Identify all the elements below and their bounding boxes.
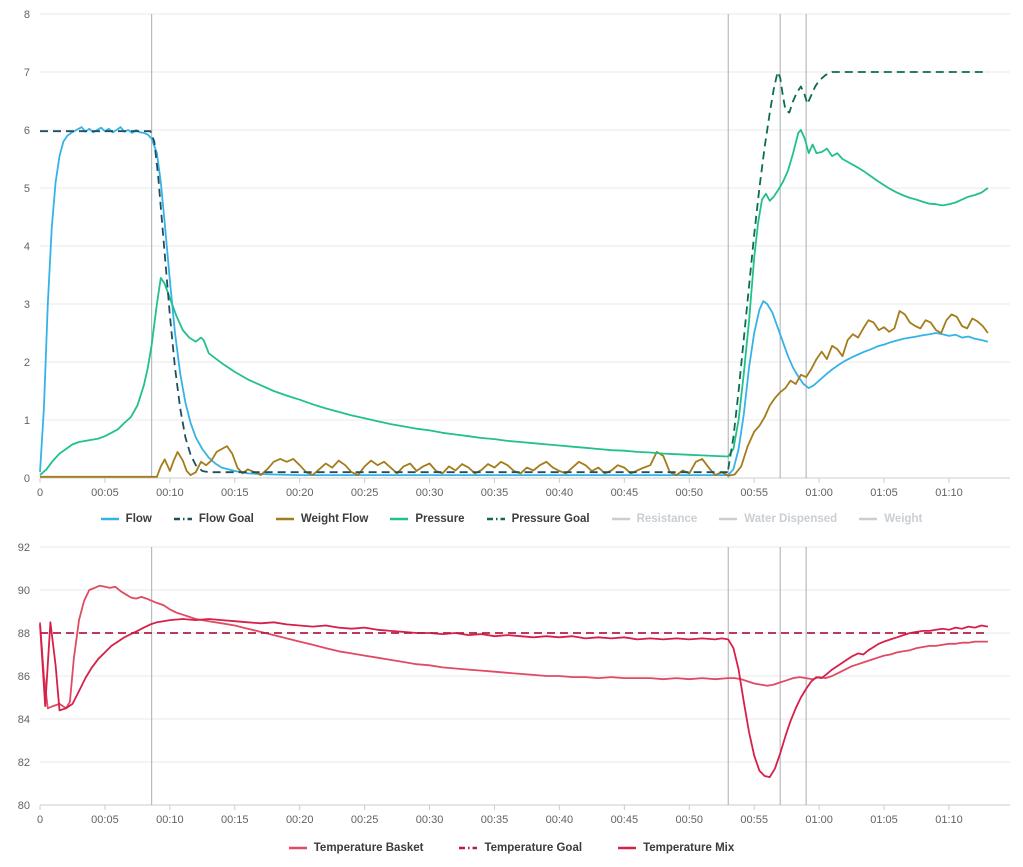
pressure-flow-plot: 0 1 2 3 4 5 6 7 8 0 00:05 00:10 00:15 00:20 00:25 00:30…	[24, 9, 1010, 499]
legend-item-pressure-goal[interactable]: Pressure Goal	[486, 513, 590, 525]
legend-swatch-pressure-goal-icon	[486, 517, 505, 521]
x-tick-label: 00:25	[351, 814, 379, 826]
y-tick-label: 2	[24, 357, 30, 369]
y-tick-label: 88	[18, 628, 30, 640]
legend-swatch-temperature-basket-icon	[288, 846, 307, 849]
x-tick-label: 00:50	[675, 814, 703, 826]
legend-label: Temperature Goal	[484, 841, 583, 854]
weight-flow-line	[40, 310, 989, 478]
x-tick-label: 00:40	[546, 814, 574, 826]
legend-swatch-weight-flow-icon	[275, 517, 294, 521]
legend-swatch-temperature-mix-icon	[618, 846, 637, 849]
temperature-basket-line	[39, 584, 988, 710]
legend-item-resistance[interactable]: Resistance	[611, 513, 698, 525]
legend-item-temperature-mix[interactable]: Temperature Mix	[618, 842, 734, 854]
x-tick-label: 0	[37, 814, 43, 826]
y-tick-label: 8	[24, 9, 30, 21]
x-tick-label: 00:25	[351, 487, 379, 499]
x-tick-label: 00:05	[91, 487, 119, 499]
legend-label: Flow Goal	[198, 513, 254, 525]
legend-item-flow-goal[interactable]: Flow Goal	[173, 513, 254, 525]
x-tick-label: 00:15	[221, 814, 249, 826]
y-tick-label: 7	[24, 67, 30, 79]
legend-label: Resistance	[636, 513, 698, 525]
legend-item-water-dispensed[interactable]: Water Dispensed	[719, 513, 837, 525]
legend-item-pressure[interactable]: Pressure	[390, 513, 465, 525]
pressure-flow-chart: 0 1 2 3 4 5 6 7 8 0 00:05 00:10 00:15 00:20 00:25 00:30…	[24, 9, 1010, 499]
legend-label: Temperature Basket	[313, 841, 424, 854]
pressure-line	[39, 129, 989, 476]
legend-label: Pressure	[415, 513, 465, 525]
x-tick-label: 01:10	[935, 487, 963, 499]
legend-label: Pressure Goal	[511, 513, 590, 525]
y-tick-label: 4	[24, 241, 30, 253]
legend-swatch-pressure-icon	[390, 517, 409, 521]
x-tick-label: 01:05	[870, 814, 898, 826]
x-tick-label: 00:30	[416, 487, 444, 499]
x-tick-label: 0	[37, 487, 43, 499]
legend-swatch-temperature-goal-icon	[459, 846, 478, 849]
temperature-chart: 80 82 84 86 88 90 92 0 00:05 00:10 00:15 00:20 00:25…	[0, 538, 1023, 828]
x-tick-label: 00:10	[156, 487, 184, 499]
y-tick-label: 5	[24, 183, 30, 195]
x-tick-label: 01:05	[870, 487, 898, 499]
legend-item-weight-flow[interactable]: Weight Flow	[275, 513, 369, 525]
y-tick-label: 3	[24, 299, 30, 311]
x-tick-label: 00:45	[611, 487, 639, 499]
x-tick-label: 01:00	[805, 487, 833, 499]
legend-swatch-flow-icon	[100, 517, 119, 521]
y-tick-label: 92	[18, 542, 30, 554]
pressure-flow-legend: Flow Flow Goal Weight Flow Pressure Pressure…	[0, 500, 1023, 538]
legend-item-weight[interactable]: Weight	[859, 513, 922, 525]
temperature-mix-line	[39, 618, 989, 779]
x-tick-label: 00:35	[481, 487, 509, 499]
y-tick-label: 84	[18, 714, 30, 726]
x-tick-label: 00:40	[546, 487, 574, 499]
x-tick-label: 00:15	[221, 487, 249, 499]
x-tick-label: 00:10	[156, 814, 184, 826]
x-tick-label: 01:10	[935, 814, 963, 826]
legend-item-flow[interactable]: Flow	[100, 513, 152, 525]
x-tick-label: 00:30	[416, 814, 444, 826]
y-tick-label: 1	[24, 415, 30, 427]
x-tick-label: 01:00	[805, 814, 833, 826]
y-tick-label: 0	[24, 473, 30, 485]
x-tick-label: 00:35	[481, 814, 509, 826]
legend-swatch-water-dispensed-icon	[719, 517, 738, 521]
temperature-plot: 80 82 84 86 88 90 92 0 00:05 00:10 00:15 00:20 00:25…	[18, 542, 1010, 826]
x-tick-label: 00:45	[611, 814, 639, 826]
flow-line	[39, 126, 989, 477]
legend-swatch-resistance-icon	[611, 517, 630, 521]
legend-label: Flow	[125, 513, 152, 525]
legend-label: Weight Flow	[300, 513, 369, 525]
x-tick-label: 00:20	[286, 814, 314, 826]
legend-swatch-weight-icon	[859, 517, 878, 521]
y-tick-label: 90	[18, 585, 30, 597]
legend-label: Water Dispensed	[744, 513, 838, 525]
legend-label: Temperature Mix	[643, 841, 735, 854]
flow-goal-line	[40, 130, 733, 474]
x-tick-label: 00:55	[740, 814, 768, 826]
temperature-legend: Temperature Basket Temperature Goal Temper…	[0, 828, 1023, 867]
pressure-goal-line	[727, 71, 988, 470]
legend-label: Weight	[884, 513, 923, 525]
legend-item-temperature-goal[interactable]: Temperature Goal	[459, 842, 582, 854]
legend-swatch-flow-goal-icon	[173, 517, 192, 521]
y-tick-label: 82	[18, 757, 30, 769]
x-tick-label: 00:50	[675, 487, 703, 499]
legend-item-temperature-basket[interactable]: Temperature Basket	[288, 841, 424, 854]
y-tick-label: 86	[18, 671, 30, 683]
x-tick-label: 00:05	[91, 814, 119, 826]
y-tick-label: 80	[18, 800, 30, 812]
y-tick-label: 6	[24, 125, 30, 137]
x-tick-label: 00:55	[740, 487, 768, 499]
x-tick-label: 00:20	[286, 487, 314, 499]
